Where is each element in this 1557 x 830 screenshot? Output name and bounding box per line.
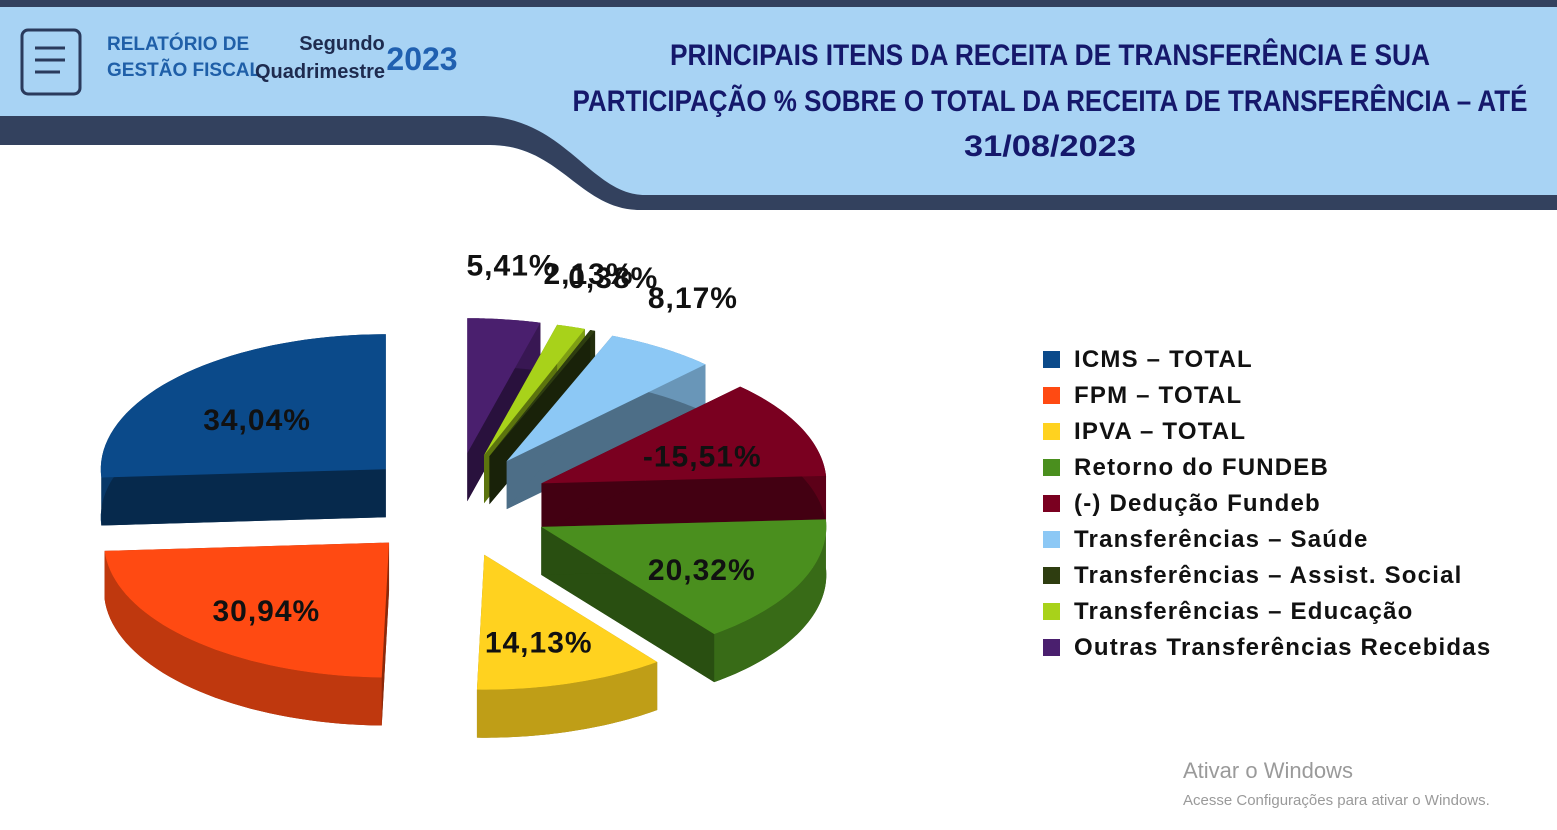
data-label: -15,51%: [643, 441, 762, 474]
slice: [541, 519, 827, 635]
legend-item: Transferências – Educação: [1043, 597, 1513, 626]
slice: [467, 318, 541, 454]
slice: [541, 386, 827, 532]
legend-swatch: [1043, 351, 1060, 368]
slice: [541, 386, 827, 484]
logo-icon: [20, 28, 82, 96]
slice: [476, 554, 658, 738]
legend-item: Transferências – Assist. Social: [1043, 561, 1513, 590]
slice-rim: [476, 662, 658, 738]
data-label: 2,13%: [543, 258, 633, 291]
logo-text: RELATÓRIO DE: [107, 33, 249, 55]
slice: [506, 335, 706, 462]
legend-swatch: [1043, 639, 1060, 656]
legend: ICMS – TOTAL FPM – TOTAL IPVA – TOTAL Retor…: [1043, 345, 1513, 669]
header-curve: [0, 116, 1557, 210]
legend-swatch: [1043, 387, 1060, 404]
slice: [100, 334, 386, 526]
slice-side: [381, 542, 390, 726]
data-label: 0,38%: [568, 262, 658, 295]
top-stripe: [0, 0, 1557, 7]
year-text: 2023: [386, 41, 457, 77]
data-label: 8,17%: [648, 282, 738, 315]
legend-item: ICMS – TOTAL: [1043, 345, 1513, 374]
legend-label: IPVA – TOTAL: [1074, 418, 1247, 445]
chart-title: PRINCIPAIS ITENS DA RECEITA DE TRANSFERÊ…: [670, 38, 1430, 72]
legend-item: Transferências – Saúde: [1043, 525, 1513, 554]
period-text: Segundo: [299, 33, 385, 55]
period-text: Quadrimestre: [255, 61, 385, 83]
legend-label: Transferências – Educação: [1074, 598, 1414, 625]
slice: [484, 324, 585, 456]
legend-label: Transferências – Assist. Social: [1074, 562, 1463, 589]
slice-side: [101, 469, 386, 526]
legend-swatch: [1043, 495, 1060, 512]
legend-item: IPVA – TOTAL: [1043, 417, 1513, 446]
slice-rim: [714, 519, 827, 683]
data-label: 14,13%: [485, 626, 593, 659]
legend-label: FPM – TOTAL: [1074, 382, 1243, 409]
legend-swatch: [1043, 423, 1060, 440]
slice-side: [506, 364, 706, 510]
watermark: Acesse Configurações para ativar o Windo…: [1183, 792, 1490, 809]
legend-label: Outras Transferências Recebidas: [1074, 634, 1492, 661]
data-label: 5,41%: [466, 249, 556, 282]
legend-item: Retorno do FUNDEB: [1043, 453, 1513, 482]
watermark: Ativar o Windows: [1183, 758, 1353, 783]
legend-label: ICMS – TOTAL: [1074, 346, 1253, 373]
legend-label: Retorno do FUNDEB: [1074, 454, 1330, 481]
legend-label: Transferências – Saúde: [1074, 526, 1369, 553]
slice: [476, 554, 658, 690]
legend-swatch: [1043, 603, 1060, 620]
logo-text: GESTÃO FISCAL: [107, 59, 262, 81]
data-label: 30,94%: [212, 595, 320, 628]
chart-title: 31/08/2023: [964, 130, 1136, 163]
header-cut: [0, 145, 640, 212]
legend-swatch: [1043, 459, 1060, 476]
slice: [489, 330, 596, 457]
legend-item: FPM – TOTAL: [1043, 381, 1513, 410]
slice: [541, 519, 827, 683]
data-label: 20,32%: [648, 554, 756, 587]
pie: 34,04% 30,94% 14,13% 20,32% -15,51% 8,17%0,38…: [100, 249, 827, 738]
chart-title: PARTICIPAÇÃO % SOBRE O TOTAL DA RECEITA …: [573, 84, 1528, 118]
slice: [104, 542, 390, 678]
legend-item: Outras Transferências Recebidas: [1043, 633, 1513, 662]
data-label: 34,04%: [203, 404, 311, 437]
slice-rim: [104, 550, 382, 726]
legend-swatch: [1043, 531, 1060, 548]
slice: [104, 542, 390, 726]
legend-label: (-) Dedução Fundeb: [1074, 490, 1321, 517]
legend-item: (-) Dedução Fundeb: [1043, 489, 1513, 518]
legend-swatch: [1043, 567, 1060, 584]
slice: [100, 334, 386, 478]
